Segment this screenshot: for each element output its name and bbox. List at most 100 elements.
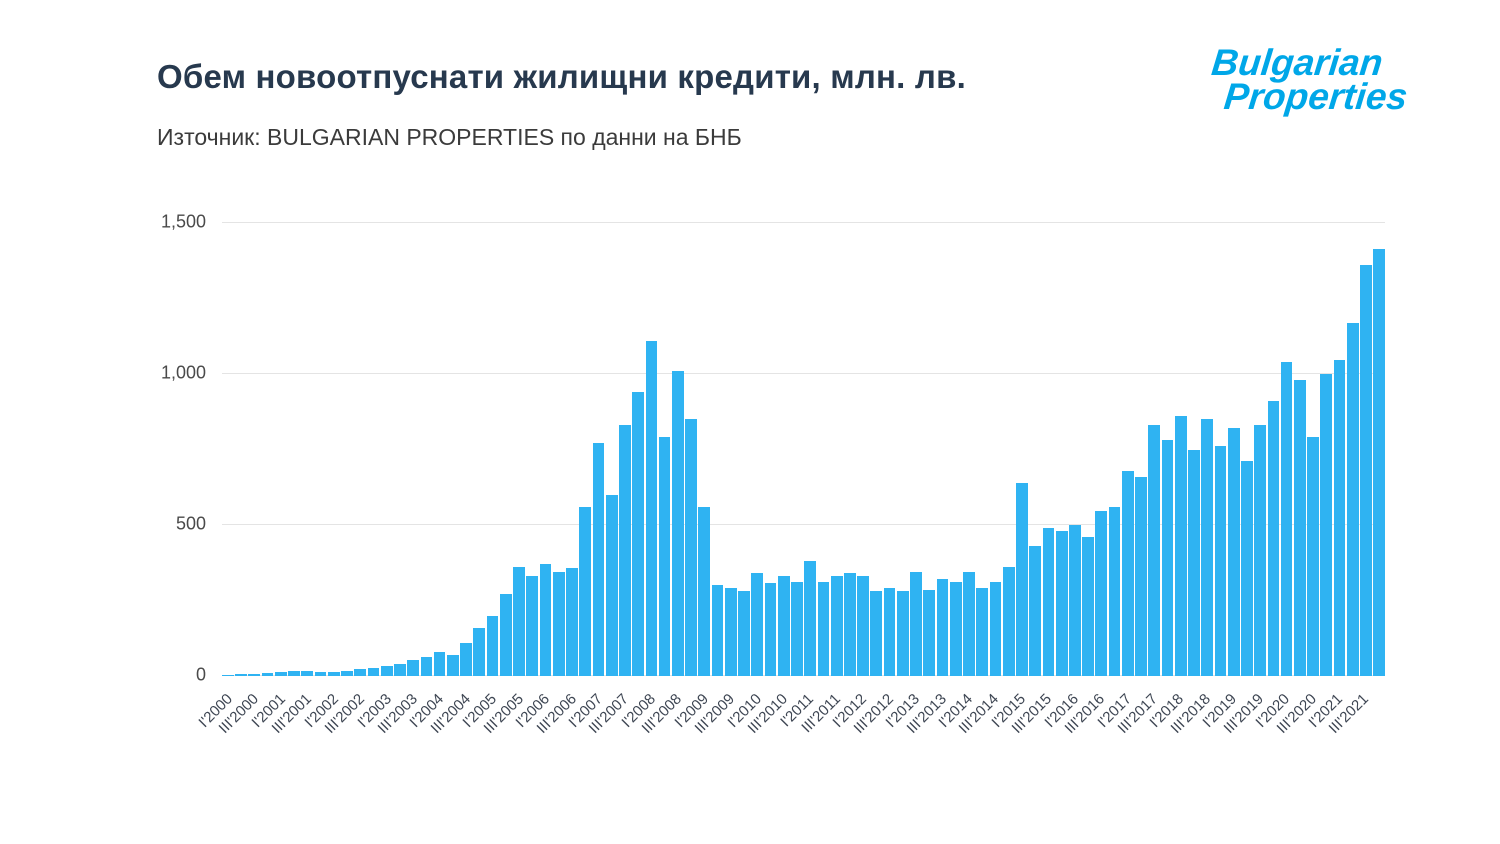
bar (685, 419, 697, 676)
bar (367, 667, 380, 676)
bar (910, 571, 922, 676)
bar (1055, 531, 1068, 676)
bar (274, 672, 287, 676)
bar (1201, 419, 1214, 676)
bar (949, 582, 962, 676)
bar (1029, 545, 1042, 676)
bar (963, 571, 975, 676)
bar (883, 587, 896, 676)
bar (1135, 476, 1147, 676)
bar (261, 672, 274, 676)
bar (1227, 428, 1240, 676)
bar (1333, 360, 1346, 676)
bar (473, 627, 486, 676)
bar (446, 655, 459, 676)
bar (526, 576, 539, 676)
bar (989, 581, 1002, 676)
bar (1016, 482, 1028, 676)
bar (777, 576, 790, 676)
bar (1148, 425, 1161, 676)
gridline: 500 (176, 514, 1385, 534)
bar (698, 506, 711, 676)
bar (844, 573, 856, 676)
bar (301, 670, 314, 676)
bar (1069, 525, 1081, 676)
y-tick-label: 1,500 (160, 211, 206, 232)
bar (671, 370, 684, 676)
bar (751, 573, 764, 676)
gridline: 1,500 (161, 212, 1385, 232)
bar (248, 673, 261, 676)
bar (738, 590, 750, 676)
bar (870, 591, 883, 676)
bar (936, 579, 949, 676)
bars-layer (222, 223, 1386, 676)
bar (499, 594, 512, 676)
bar (1241, 460, 1253, 676)
y-tick-label: 0 (195, 664, 206, 685)
gridline: 0 (196, 665, 1385, 685)
bar (539, 564, 552, 676)
y-tick-label: 1,000 (160, 362, 206, 383)
bar (1161, 440, 1174, 676)
bar (1360, 265, 1372, 676)
bar (764, 582, 777, 676)
bar (552, 571, 565, 676)
bar (1002, 567, 1015, 676)
bar (896, 590, 909, 676)
page-title: Обем новоотпуснати жилищни кредити, млн.… (157, 58, 966, 95)
bar (592, 443, 605, 676)
bar (579, 506, 592, 676)
bar (857, 576, 869, 676)
bar (1108, 506, 1121, 676)
bar (645, 340, 658, 676)
x-axis-labels: I'2000 III'2000 I'2001 III'2001 I'2002 III'20… (195, 680, 1385, 790)
bar (566, 567, 578, 676)
bar (804, 561, 817, 676)
bar (632, 392, 644, 676)
bar (314, 671, 327, 676)
y-tick-label: 500 (175, 513, 206, 534)
bar (791, 581, 803, 676)
bar (486, 615, 499, 676)
bar (1042, 528, 1055, 676)
bar (817, 581, 830, 676)
bar (976, 588, 989, 676)
bar (1267, 401, 1280, 676)
bar (923, 589, 936, 676)
bar (380, 665, 393, 676)
bar (420, 656, 433, 676)
brand-logo: Bulgarian Properties (1206, 42, 1412, 118)
bar (619, 425, 631, 676)
bar (724, 588, 737, 676)
brand-logo-line1: Bulgarian (1209, 42, 1385, 83)
bar (222, 674, 234, 676)
bar (394, 663, 406, 676)
bar (460, 643, 472, 676)
bar (711, 585, 724, 676)
bar (658, 437, 671, 676)
bar (830, 575, 843, 676)
bar (1346, 322, 1359, 676)
bar (433, 651, 446, 676)
bar (1280, 361, 1293, 676)
bar (341, 671, 353, 676)
bar (288, 671, 300, 676)
bar (1320, 374, 1333, 676)
gridline: 1,000 (161, 363, 1385, 383)
bar (1214, 446, 1227, 676)
brand-logo-line2: Properties (1222, 76, 1410, 118)
bar (1082, 537, 1094, 676)
bar (1121, 470, 1134, 676)
bar (354, 669, 367, 676)
bar (605, 494, 618, 676)
bar (235, 674, 247, 676)
bar (1307, 436, 1319, 676)
bar (513, 567, 525, 676)
bar (1095, 510, 1108, 676)
bar (1373, 248, 1386, 676)
bar (1174, 416, 1187, 676)
chart-plot-area: 0 500 1,000 1,500 (161, 212, 1386, 685)
bar (1254, 425, 1267, 676)
chart-source: Източник: BULGARIAN PROPERTIES по данни … (157, 124, 742, 150)
